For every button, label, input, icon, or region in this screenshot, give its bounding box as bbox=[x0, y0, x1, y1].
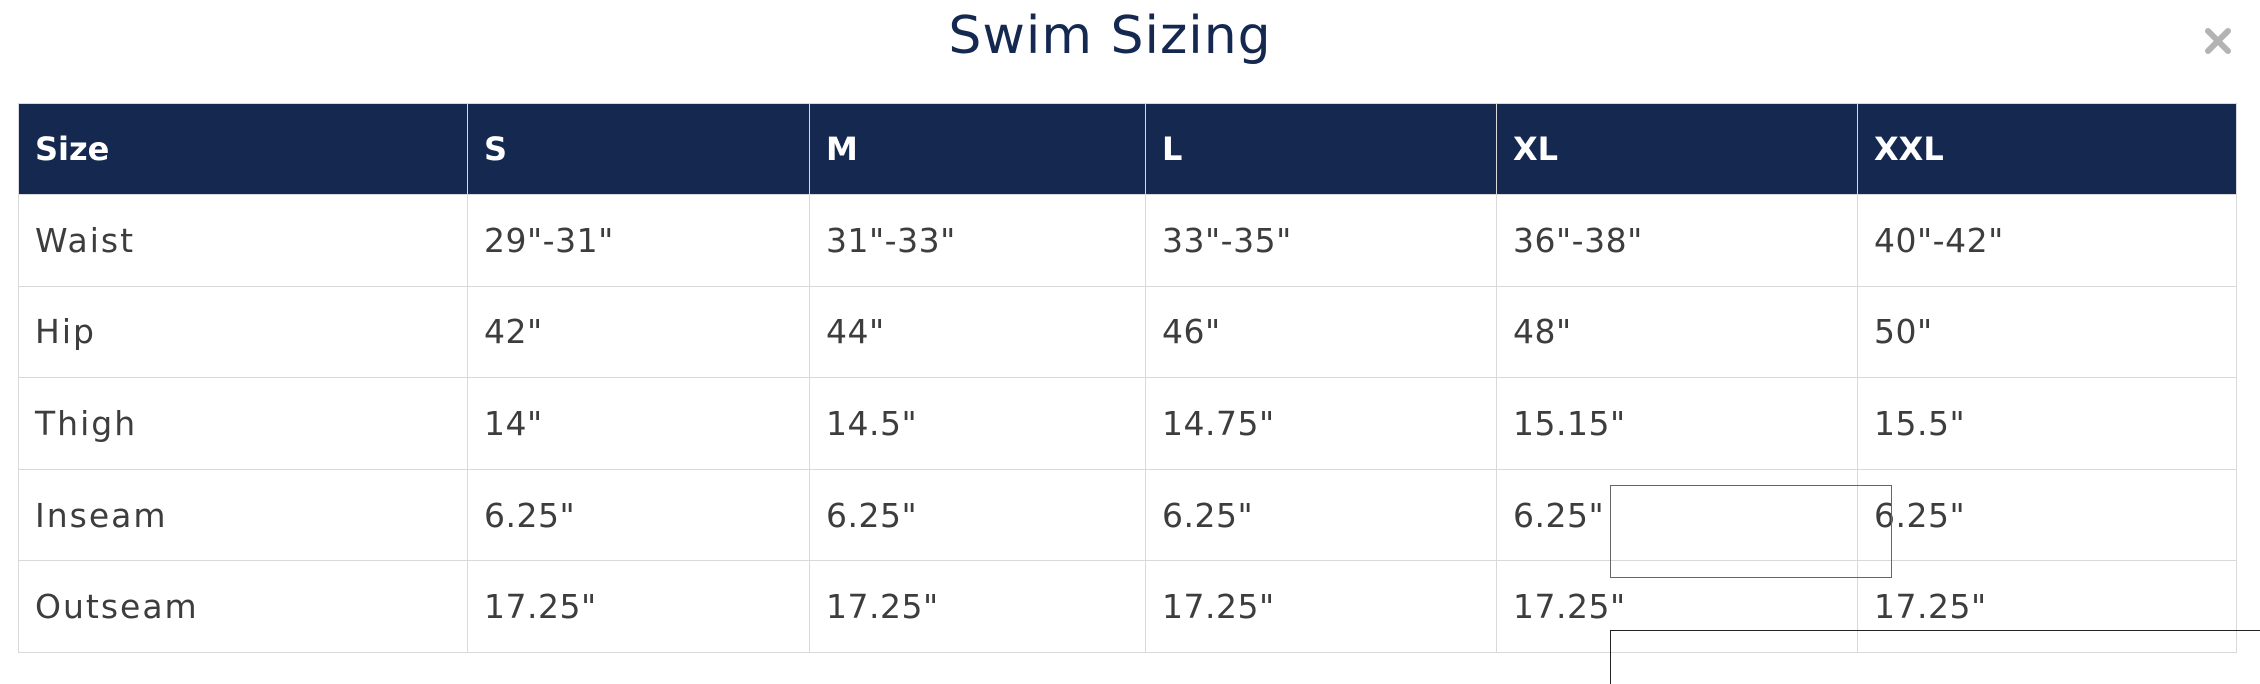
row-label-outseam: Outseam bbox=[18, 560, 468, 653]
table-header-row: Size S M L XL XXL bbox=[18, 103, 2237, 195]
header-size: Size bbox=[18, 103, 468, 195]
table-cell: 6.25" bbox=[467, 468, 810, 562]
table-cell: 14.75" bbox=[1145, 377, 1497, 470]
row-label-inseam: Inseam bbox=[18, 468, 468, 562]
header-s: S bbox=[467, 103, 810, 195]
table-cell: 29"-31" bbox=[467, 194, 810, 287]
header-l: L bbox=[1145, 103, 1497, 195]
header-xl: XL bbox=[1496, 103, 1858, 195]
table-cell: 44" bbox=[809, 285, 1146, 379]
table-cell: 36"-38" bbox=[1496, 194, 1858, 287]
header-xxl: XXL bbox=[1857, 103, 2237, 195]
table-cell: 14" bbox=[467, 377, 810, 470]
modal-title: Swim Sizing bbox=[948, 6, 1272, 66]
header-m: M bbox=[809, 103, 1146, 195]
table-row: Outseam 17.25" 17.25" 17.25" 17.25" 17.2… bbox=[18, 560, 2237, 653]
table-cell: 17.25" bbox=[809, 560, 1146, 653]
table-cell: 17.25" bbox=[1857, 560, 2237, 653]
table-row: Waist 29"-31" 31"-33" 33"-35" 36"-38" 40… bbox=[18, 194, 2237, 287]
table-cell: 48" bbox=[1496, 285, 1858, 379]
table-cell: 6.25" bbox=[1145, 468, 1497, 562]
table-cell: 15.5" bbox=[1857, 377, 2237, 470]
close-icon[interactable] bbox=[2203, 26, 2233, 56]
table-cell: 14.5" bbox=[809, 377, 1146, 470]
table-cell: 17.25" bbox=[467, 560, 810, 653]
table-cell: 33"-35" bbox=[1145, 194, 1497, 287]
size-table: Size S M L XL XXL Waist 29"-31" 31"-33" … bbox=[18, 103, 2237, 653]
table-cell: 46" bbox=[1145, 285, 1497, 379]
row-label-waist: Waist bbox=[18, 194, 468, 287]
row-label-thigh: Thigh bbox=[18, 377, 468, 470]
table-cell: 31"-33" bbox=[809, 194, 1146, 287]
table-cell: 6.25" bbox=[1496, 468, 1858, 562]
row-label-hip: Hip bbox=[18, 285, 468, 379]
table-cell: 40"-42" bbox=[1857, 194, 2237, 287]
table-cell: 17.25" bbox=[1496, 560, 1858, 653]
table-cell: 6.25" bbox=[809, 468, 1146, 562]
table-cell: 42" bbox=[467, 285, 810, 379]
table-row: Thigh 14" 14.5" 14.75" 15.15" 15.5" bbox=[18, 377, 2237, 470]
table-cell: 17.25" bbox=[1145, 560, 1497, 653]
table-row: Inseam 6.25" 6.25" 6.25" 6.25" 6.25" bbox=[18, 468, 2237, 562]
table-cell: 50" bbox=[1857, 285, 2237, 379]
table-row: Hip 42" 44" 46" 48" 50" bbox=[18, 285, 2237, 379]
table-cell: 15.15" bbox=[1496, 377, 1858, 470]
table-cell: 6.25" bbox=[1857, 468, 2237, 562]
